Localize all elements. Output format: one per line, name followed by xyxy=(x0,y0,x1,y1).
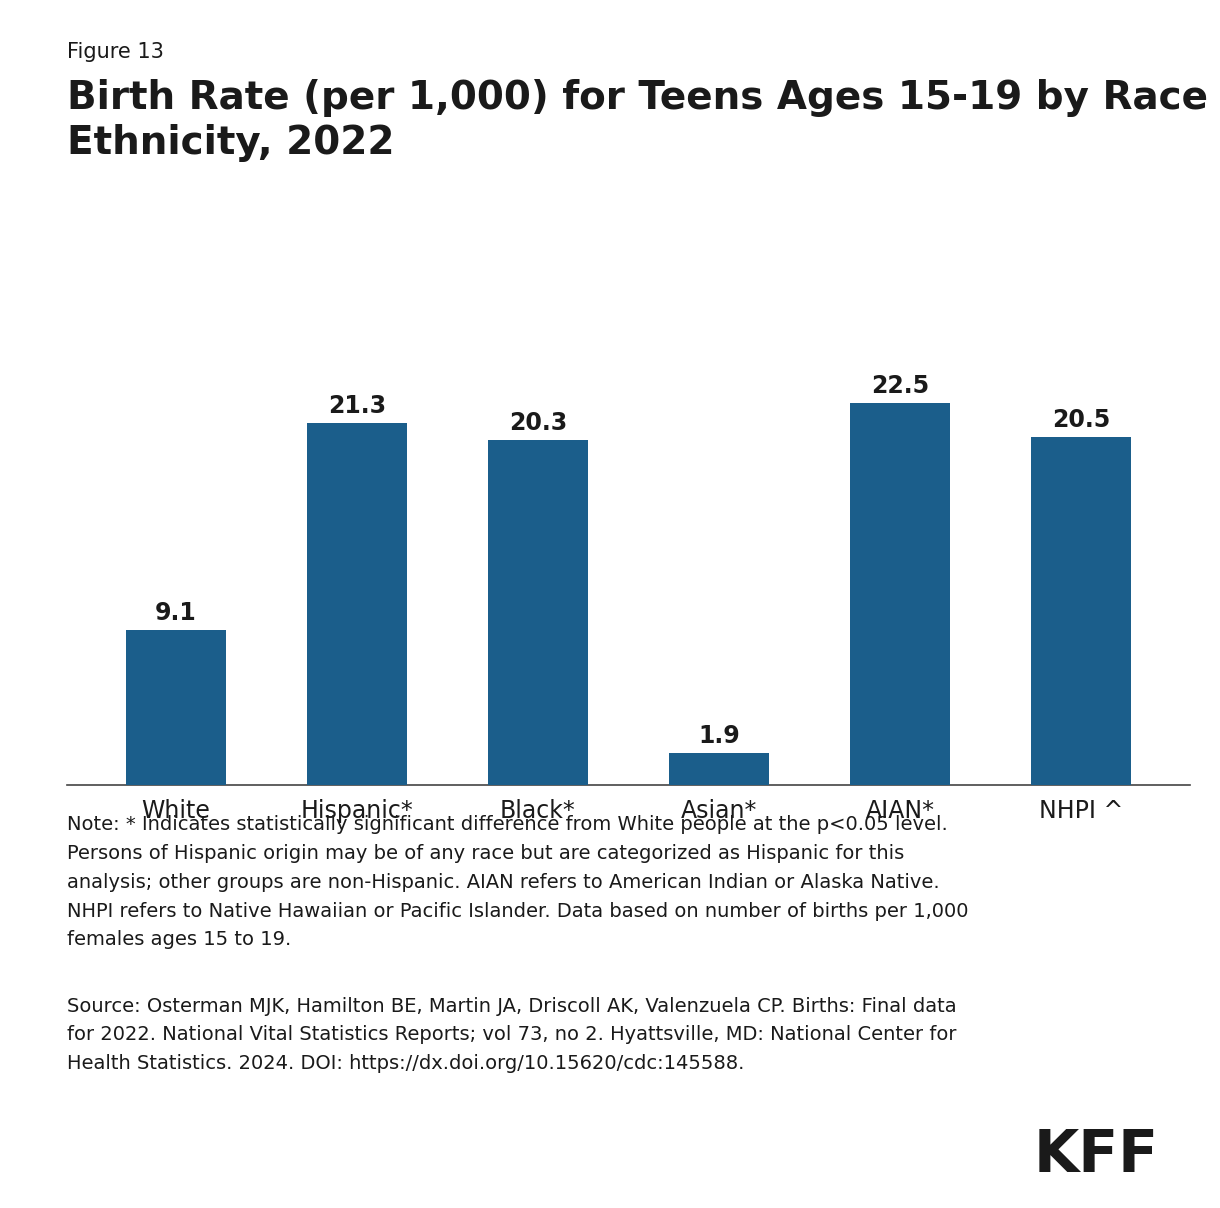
Text: Source: Osterman MJK, Hamilton BE, Martin JA, Driscoll AK, Valenzuela CP. Births: Source: Osterman MJK, Hamilton BE, Marti… xyxy=(67,997,956,1073)
Text: 1.9: 1.9 xyxy=(698,724,739,748)
Text: 20.5: 20.5 xyxy=(1052,407,1110,431)
Text: 22.5: 22.5 xyxy=(871,373,928,397)
Bar xyxy=(669,753,769,785)
Text: Figure 13: Figure 13 xyxy=(67,42,163,63)
Bar xyxy=(488,440,588,785)
Text: 21.3: 21.3 xyxy=(328,394,386,418)
Text: 20.3: 20.3 xyxy=(509,411,567,435)
Text: 9.1: 9.1 xyxy=(155,602,196,626)
Bar xyxy=(850,402,949,785)
Bar xyxy=(126,631,226,785)
Text: Note: * Indicates statistically significant difference from White people at the : Note: * Indicates statistically signific… xyxy=(67,815,969,949)
Text: Birth Rate (per 1,000) for Teens Ages 15-19 by Race and
Ethnicity, 2022: Birth Rate (per 1,000) for Teens Ages 15… xyxy=(67,79,1220,162)
Text: KFF: KFF xyxy=(1035,1127,1159,1184)
Bar xyxy=(1031,436,1131,785)
Bar xyxy=(307,423,406,785)
